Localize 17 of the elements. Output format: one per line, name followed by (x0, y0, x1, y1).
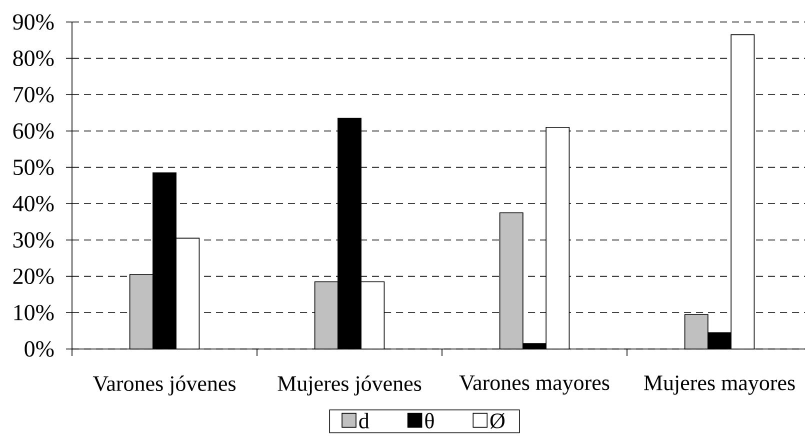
legend-label: d (359, 412, 370, 428)
x-tick-label: Mujeres mayores (644, 376, 795, 395)
legend-label: Ø (490, 413, 504, 429)
y-tick-label: 0% (24, 341, 54, 357)
x-tick-label: Varones jóvenes (92, 376, 236, 396)
y-tick-label: 40% (12, 196, 54, 212)
x-tick-label: Varones mayores (459, 376, 610, 395)
y-tick-label: 10% (14, 304, 54, 320)
y-tick-label: 50% (14, 160, 54, 176)
legend-label: θ (425, 412, 434, 428)
y-tick-label: 70% (14, 86, 54, 102)
y-tick-label: 30% (13, 232, 54, 248)
x-tick-label: Mujeres jóvenes (278, 376, 422, 396)
y-tick-label: 60% (13, 123, 54, 139)
y-tick-label: 20% (13, 268, 54, 284)
y-tick-label: 80% (13, 50, 54, 66)
y-tick-label: 90% (13, 14, 54, 30)
